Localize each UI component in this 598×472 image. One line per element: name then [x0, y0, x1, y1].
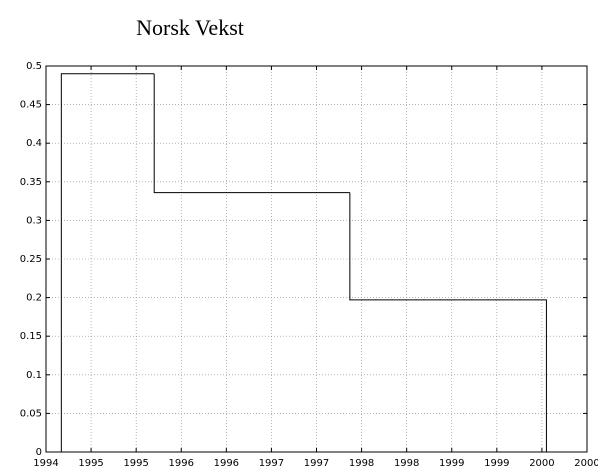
- y-tick-label: 0.1: [26, 370, 42, 381]
- x-tick-label: 1999: [439, 458, 464, 469]
- x-tick-label: 1998: [394, 458, 419, 469]
- x-tick-label: 1997: [259, 458, 284, 469]
- y-tick-label: 0.25: [20, 254, 42, 265]
- y-tick-label: 0.4: [26, 138, 42, 149]
- x-tick-label: 2000: [529, 458, 554, 469]
- x-tick-label: 1996: [169, 458, 194, 469]
- step: [349, 192, 547, 452]
- x-tick-label: 1995: [123, 458, 148, 469]
- y-tick-label: 0.5: [26, 61, 42, 72]
- y-tick-label: 0.45: [20, 100, 42, 111]
- y-tick-label: 0.35: [20, 177, 42, 188]
- x-tick-label: 1999: [484, 458, 509, 469]
- plot-frame: [45, 65, 588, 453]
- x-tick-label: 1998: [349, 458, 374, 469]
- x-tick-label: 1994: [33, 458, 58, 469]
- x-tick-label: 1996: [214, 458, 239, 469]
- x-tick-label: 1995: [78, 458, 103, 469]
- x-tick-label: 1997: [304, 458, 329, 469]
- chart-title: Norsk Vekst: [136, 15, 244, 40]
- y-tick-label: 0: [36, 447, 42, 458]
- x-tick-label: 2000: [574, 458, 598, 469]
- step: [153, 73, 350, 194]
- step: [60, 73, 155, 452]
- y-tick-label: 0.2: [26, 293, 42, 304]
- y-tick-label: 0.3: [26, 215, 42, 226]
- y-tick-label: 0.15: [20, 331, 42, 342]
- y-tick-label: 0.05: [20, 408, 42, 419]
